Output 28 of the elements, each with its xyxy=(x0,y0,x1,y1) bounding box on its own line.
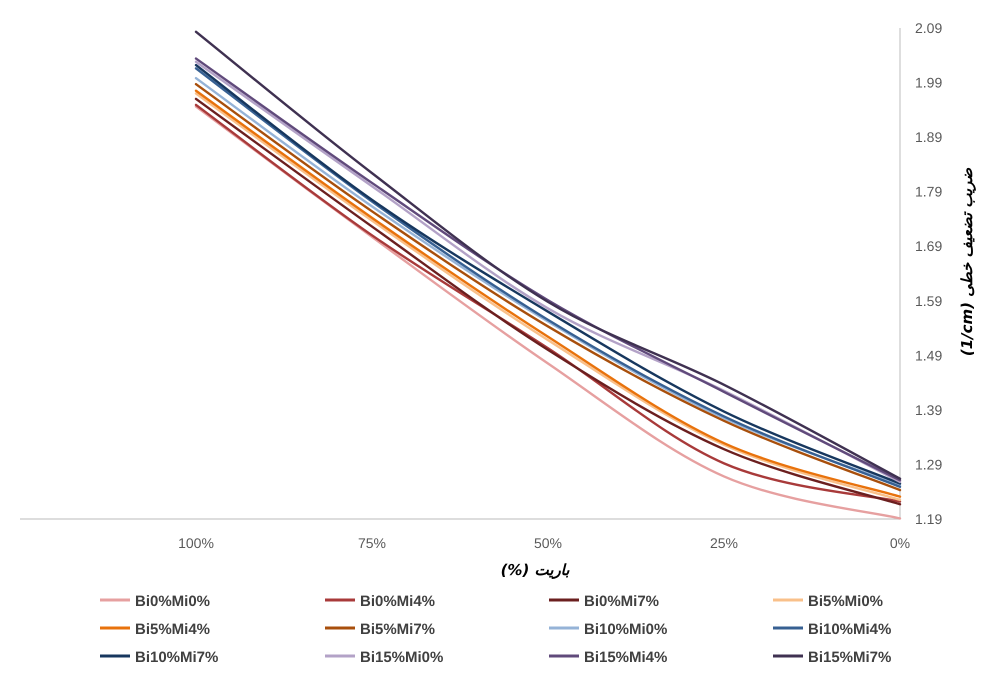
legend-label: Bi0%Mi0% xyxy=(135,593,210,610)
x-tick-label: 100% xyxy=(178,535,214,551)
legend-label: Bi5%Mi7% xyxy=(360,621,436,638)
legend-label: Bi15%Mi4% xyxy=(584,649,668,666)
y-tick-label: 1.59 xyxy=(915,292,942,309)
legend-label: Bi10%Mi0% xyxy=(584,621,668,638)
legend-label: Bi15%Mi7% xyxy=(808,649,892,666)
legend-label: Bi0%Mi4% xyxy=(360,593,436,610)
legend-label: Bi5%Mi0% xyxy=(808,593,884,610)
legend-label: Bi10%Mi4% xyxy=(808,621,892,638)
x-tick-label: 0% xyxy=(890,535,910,551)
y-tick-label: 1.79 xyxy=(915,184,942,200)
x-axis-title: باریت (%) xyxy=(500,561,570,579)
y-tick-label: 1.49 xyxy=(915,347,942,364)
y-tick-label: 1.19 xyxy=(915,511,942,527)
x-tick-label: 25% xyxy=(710,535,738,551)
x-tick-label: 50% xyxy=(534,535,562,551)
y-tick-label: 1.89 xyxy=(915,129,942,146)
legend-label: Bi5%Mi4% xyxy=(135,621,210,638)
legend-label: Bi15%Mi0% xyxy=(360,649,444,666)
legend-label: Bi0%Mi7% xyxy=(584,593,660,610)
y-tick-label: 1.39 xyxy=(915,402,942,418)
y-tick-label: 1.29 xyxy=(915,456,942,472)
x-tick-label: 75% xyxy=(358,535,386,551)
legend-label: Bi10%Mi7% xyxy=(135,649,218,666)
y-tick-label: 1.99 xyxy=(915,74,942,91)
y-tick-label: 2.09 xyxy=(915,20,942,36)
y-tick-label: 1.69 xyxy=(915,238,942,254)
